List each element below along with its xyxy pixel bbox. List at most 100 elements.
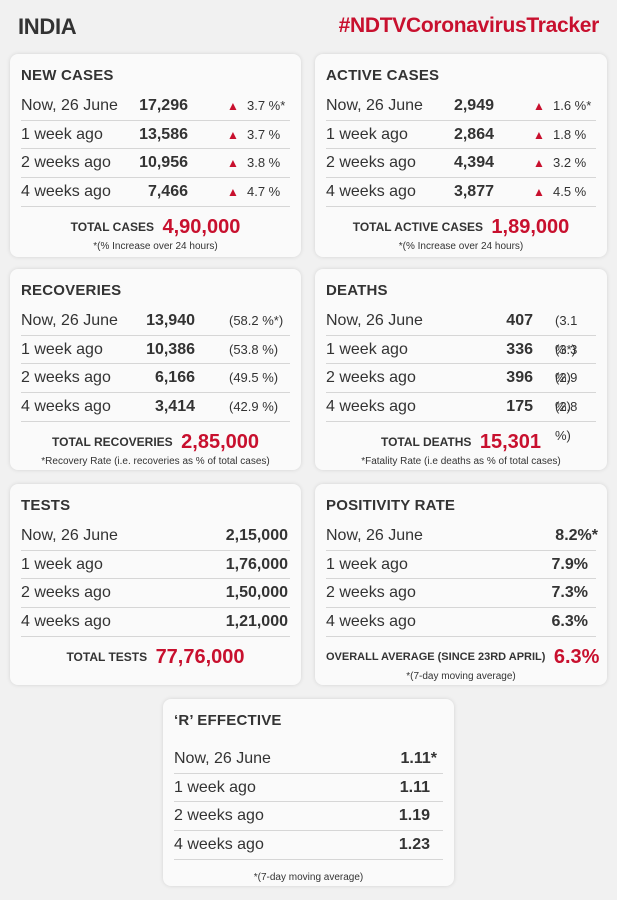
header: INDIA #NDTVCoronavirusTracker [18,14,599,44]
up-triangle-icon: ▲ [227,185,239,200]
row-rate: (58.2 %*) [229,313,284,328]
hashtag: #NDTVCoronavirusTracker [338,14,600,37]
total-label: OVERALL AVERAGE (SINCE 23RD APRIL) [326,650,546,663]
row-change: 4.5 % [553,184,587,200]
row-label: 4 weeks ago [21,613,111,631]
stat-row: 4 weeks ago 175 (2.8 %) [326,393,596,443]
row-value: 2,949 [453,97,494,114]
row-change: 3.8 % [247,155,281,171]
row-change: 3.7 %* [247,98,286,113]
row-value: 10,386 [146,340,195,358]
row-label: 1 week ago [326,340,408,358]
footnote: *(% Increase over 24 hours) [398,240,524,252]
row-rate: (42.9 %) [229,399,279,415]
row-value: 8.2%* [555,527,598,544]
row-label: 2 weeks ago [21,369,111,387]
total-line: TOTAL RECOVERIES 2,85,000 [21,430,290,454]
row-label: 2 weeks ago [21,154,111,172]
row-value: 4,394 [453,154,494,172]
total-value: 15,301 [479,430,542,453]
footnote: *Recovery Rate (i.e. recoveries as % of … [41,455,270,467]
row-label: 4 weeks ago [21,183,111,201]
stat-row: 2 weeks ago 7.3% [326,579,596,609]
row-label: 1 week ago [326,125,408,143]
stat-row: 1 week ago 1.11 [174,774,443,803]
stat-row: 2 weeks ago 4,394 ▲ 3.2 % [326,149,596,179]
row-label: 4 weeks ago [326,613,416,631]
total-label: TOTAL ACTIVE CASES [352,219,483,234]
stat-row: Now, 26 June 13,940 (58.2 %*) [21,307,290,336]
total-value: 77,76,000 [155,645,245,668]
r-effective-card: ‘R’ EFFECTIVE Now, 26 June 1.11* 1 week … [163,699,454,886]
stat-row: 2 weeks ago 10,956 ▲ 3.8 % [21,149,290,179]
stat-row: 2 weeks ago 6,166 (49.5 %) [21,364,290,394]
row-value: 17,296 [139,97,188,114]
row-value: 1.23 [398,836,430,854]
total-line: TOTAL DEATHS 15,301 [326,430,596,454]
row-label: 2 weeks ago [326,584,416,602]
up-triangle-icon: ▲ [533,156,545,171]
row-value: 2,864 [453,125,494,143]
row-value: 6.3% [551,613,588,631]
stat-row: 4 weeks ago 7,466 ▲ 4.7 % [21,178,290,207]
stat-row: 1 week ago 1,76,000 [21,551,290,580]
tests-card: TESTS Now, 26 June 2,15,000 1 week ago 1… [10,484,301,685]
stat-row: Now, 26 June 17,296 ▲ 3.7 %* [21,92,290,121]
row-label: Now, 26 June [326,527,423,544]
row-value: 1.19 [398,807,430,825]
row-value: 13,586 [139,125,188,143]
stat-row: Now, 26 June 2,15,000 [21,522,290,551]
card-title: ACTIVE CASES [326,67,440,84]
stat-row: 1 week ago 13,586 ▲ 3.7 % [21,121,290,150]
stat-row: 4 weeks ago 6.3% [326,608,596,637]
row-label: 1 week ago [174,778,256,796]
up-triangle-icon: ▲ [227,127,239,142]
row-value: 175 [506,398,533,416]
up-triangle-icon: ▲ [533,99,545,113]
row-label: 4 weeks ago [326,398,416,416]
up-triangle-icon: ▲ [533,185,545,200]
row-value: 336 [506,340,533,358]
row-label: Now, 26 June [21,312,118,329]
stat-row: Now, 26 June 1.11* [174,745,443,774]
row-label: 2 weeks ago [326,154,416,172]
footnote: *(7-day moving average) [406,670,516,682]
row-value: 407 [506,312,533,329]
row-value: 13,940 [146,312,195,329]
stat-row: 4 weeks ago 3,414 (42.9 %) [21,393,290,422]
stat-row: Now, 26 June 2,949 ▲ 1.6 %* [326,92,596,121]
total-line: OVERALL AVERAGE (SINCE 23RD APRIL) 6.3% [326,645,599,669]
card-title: POSITIVITY RATE [326,497,456,514]
row-value: 1.11 [399,778,430,796]
stat-row: 1 week ago 2,864 ▲ 1.8 % [326,121,596,150]
stat-row: 4 weeks ago 3,877 ▲ 4.5 % [326,178,596,207]
new-cases-card: NEW CASES Now, 26 June 17,296 ▲ 3.7 %* 1… [10,54,301,257]
row-label: 4 weeks ago [326,183,416,201]
total-label: TOTAL DEATHS [380,434,472,449]
up-triangle-icon: ▲ [227,99,239,113]
footnote: *Fatality Rate (i.e deaths as % of total… [361,455,561,467]
row-label: 1 week ago [21,555,103,573]
total-value: 2,85,000 [181,430,259,453]
deaths-card: DEATHS Now, 26 June 407 (3.1 %*) 1 week … [315,269,607,470]
total-value: 6.3% [553,645,600,668]
stat-row: 2 weeks ago 1,50,000 [21,579,290,609]
stat-row: 1 week ago 336 (3.3 %) [326,336,596,385]
total-label: TOTAL TESTS [66,649,148,664]
up-triangle-icon: ▲ [533,127,545,142]
row-value: 2,15,000 [225,527,288,544]
footnote: *(7-day moving average) [253,871,364,883]
row-change: 1.8 % [553,126,587,142]
card-title: RECOVERIES [21,282,122,299]
row-label: 1 week ago [21,340,103,358]
row-label: 1 week ago [326,555,408,573]
row-label: 4 weeks ago [174,836,264,854]
card-title: NEW CASES [21,67,114,84]
row-label: 1 week ago [21,125,103,143]
stat-row: 4 weeks ago 1.23 [174,831,443,860]
row-rate: (53.8 %) [229,341,279,357]
row-value: 3,877 [453,183,494,201]
row-value: 7.9% [551,555,588,573]
row-rate: (49.5 %) [229,370,279,386]
row-value: 3,414 [154,398,195,416]
